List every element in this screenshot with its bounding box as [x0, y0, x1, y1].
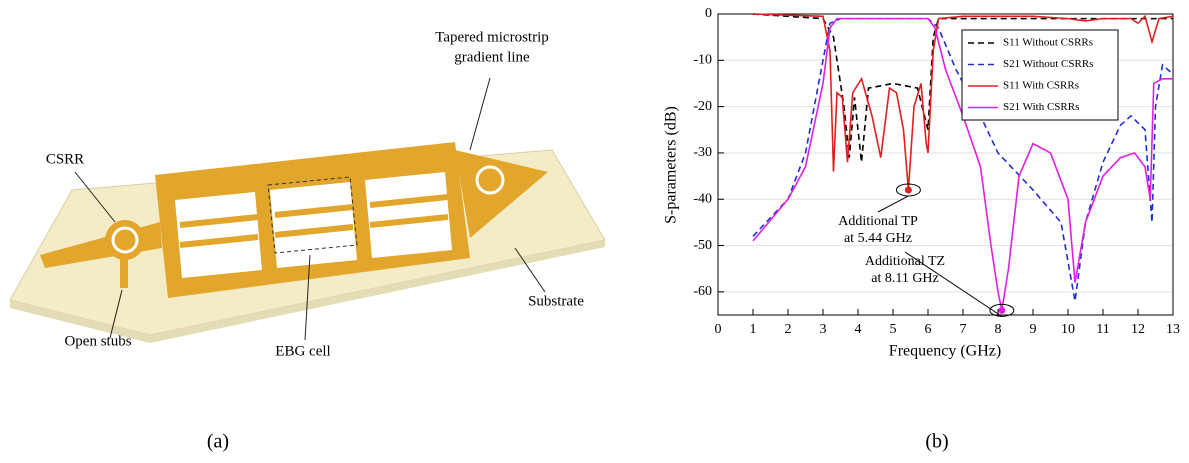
x-tick-label: 6: [925, 322, 932, 337]
annotation-point: [905, 186, 912, 193]
y-tick-label: -30: [693, 145, 712, 160]
x-tick-label: 7: [960, 322, 967, 337]
y-tick-label: -50: [693, 238, 712, 253]
y-tick-label: -10: [693, 53, 712, 68]
x-tick-label: 4: [855, 322, 862, 337]
x-tick-label: 12: [1131, 322, 1145, 337]
y-tick-label: -60: [693, 284, 712, 299]
x-tick-label: 5: [890, 322, 897, 337]
annotation-leader: [878, 196, 908, 212]
open-stub: [120, 258, 128, 288]
x-tick-label: 2: [785, 322, 792, 337]
x-tick-label: 3: [820, 322, 827, 337]
legend-label: S11 With CSRRs: [1003, 80, 1079, 92]
x-tick-label: 10: [1061, 322, 1075, 337]
label: gradient line: [454, 49, 530, 65]
legend-label: S21 Without CSRRs: [1003, 58, 1093, 70]
x-tick-label: 13: [1166, 322, 1180, 337]
label: Tapered microstrip: [435, 29, 549, 45]
x-tick-label: 0: [715, 322, 722, 337]
annotation: at 8.11 GHz: [871, 271, 939, 286]
board-drawing: CSRR Tapered microstrip gradient line Op…: [8, 8, 608, 453]
legend-label: S21 With CSRRs: [1003, 101, 1079, 113]
annotation-point: [998, 307, 1005, 314]
legend-label: S11 Without CSRRs: [1003, 37, 1093, 49]
csrr-pad: [105, 220, 145, 260]
figure: CSRR Tapered microstrip gradient line Op…: [0, 0, 1189, 463]
y-tick-label: -40: [693, 191, 712, 206]
y-tick-label: 0: [705, 6, 712, 21]
page: CSRR Tapered microstrip gradient line Op…: [0, 0, 1189, 463]
label: EBG cell: [275, 343, 330, 359]
caption: (b): [925, 431, 948, 453]
chart: (b) Frequency (GHz) S-parameters (dB): [663, 106, 1002, 452]
x-tick-label: 11: [1096, 322, 1109, 337]
label: Substrate: [528, 293, 584, 309]
annotation: Additional TP: [838, 214, 918, 229]
annotation: Additional TZ: [865, 254, 945, 269]
label: Open stubs: [64, 333, 131, 349]
x-axis-title: Frequency (GHz): [889, 343, 1001, 360]
x-tick-label: 1: [750, 322, 757, 337]
x-tick-label: 9: [1030, 322, 1037, 337]
y-tick-label: -20: [693, 99, 712, 114]
annotation: at 5.44 GHz: [844, 231, 912, 246]
x-tick-label: 8: [995, 322, 1002, 337]
label: CSRR: [46, 151, 84, 167]
y-axis-title: S-parameters (dB): [663, 106, 680, 224]
caption: (a): [207, 431, 229, 453]
